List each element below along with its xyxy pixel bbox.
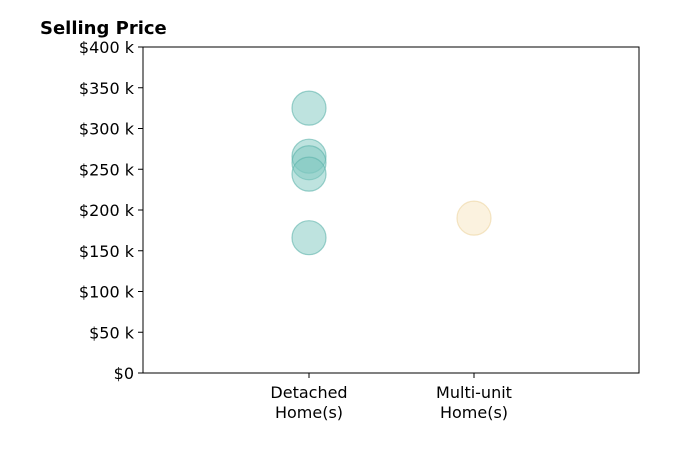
y-tick-label: $100 k [79, 283, 135, 302]
y-tick-label: $50 k [89, 323, 135, 342]
data-points [291, 90, 492, 256]
data-point [456, 200, 492, 236]
data-point [291, 90, 327, 126]
y-tick-label: $0 [114, 364, 134, 383]
x-axis: Detached Home(s) Multi-unit Home(s) [270, 373, 512, 422]
plot-area-frame [142, 46, 640, 374]
x-tick-label: Multi-unit Home(s) [436, 383, 512, 422]
y-tick-label: $350 k [79, 79, 135, 98]
y-tick-label: $150 k [79, 242, 135, 261]
y-tick-label: $300 k [79, 120, 135, 139]
x-tick-label: Detached Home(s) [270, 383, 347, 422]
chart-title: Selling Price [40, 18, 167, 39]
data-point [291, 156, 327, 192]
y-tick-label: $250 k [79, 160, 135, 179]
y-tick-label: $400 k [79, 38, 135, 57]
data-point [291, 220, 327, 256]
y-tick-label: $200 k [79, 201, 135, 220]
y-axis: $0 $50 k $100 k $150 k $200 k $250 k $300 k $35… [79, 38, 143, 383]
